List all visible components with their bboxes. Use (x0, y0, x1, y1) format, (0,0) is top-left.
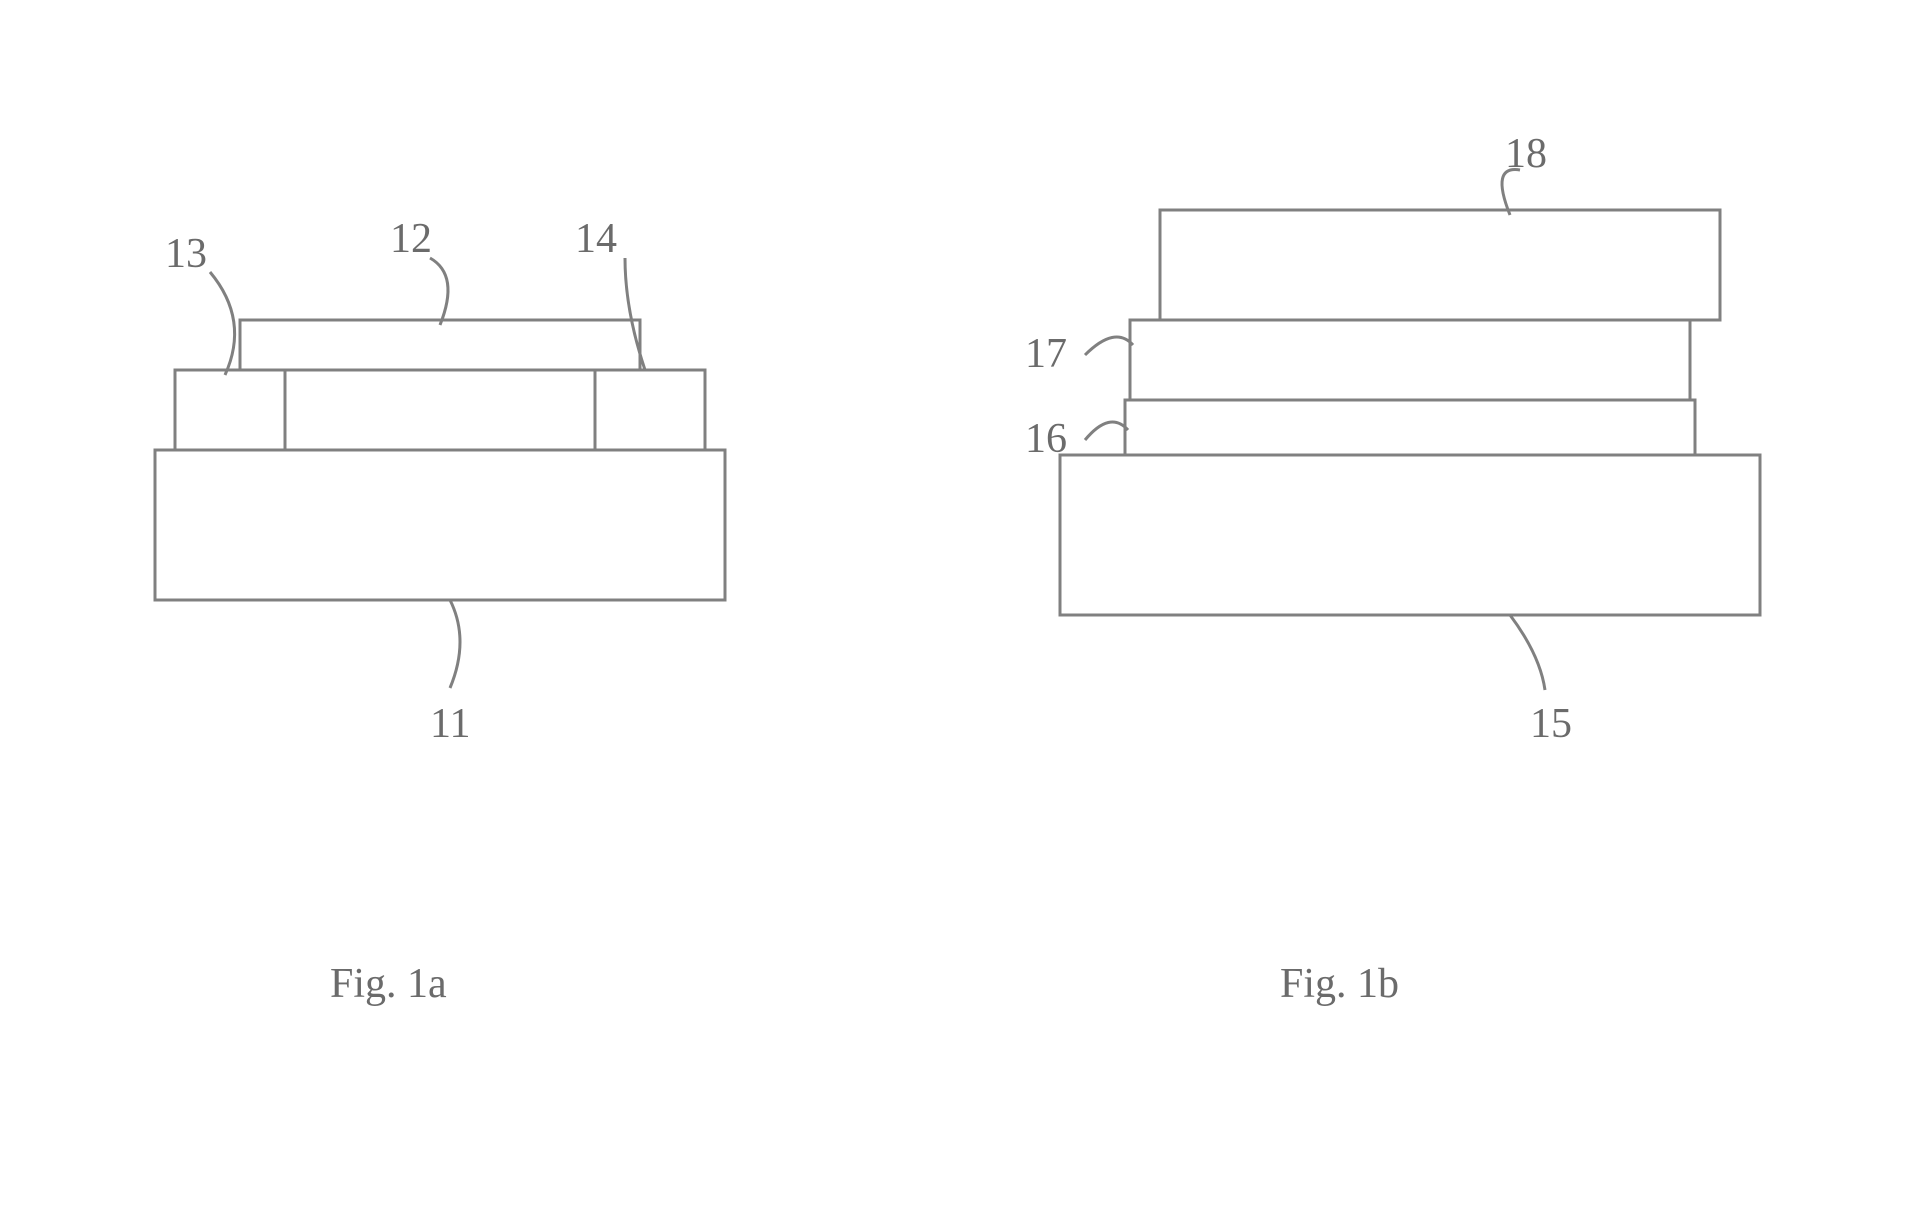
label-17: 17 (1025, 330, 1067, 378)
caption-fig-1a: Fig. 1a (330, 960, 447, 1008)
label-11: 11 (430, 700, 470, 748)
label-13: 13 (165, 230, 207, 278)
label-18: 18 (1505, 130, 1547, 178)
diagram-svg (0, 0, 1907, 1225)
label-12: 12 (390, 215, 432, 263)
label-15: 15 (1530, 700, 1572, 748)
caption-fig-1b: Fig. 1b (1280, 960, 1399, 1008)
label-16: 16 (1025, 415, 1067, 463)
label-14: 14 (575, 215, 617, 263)
